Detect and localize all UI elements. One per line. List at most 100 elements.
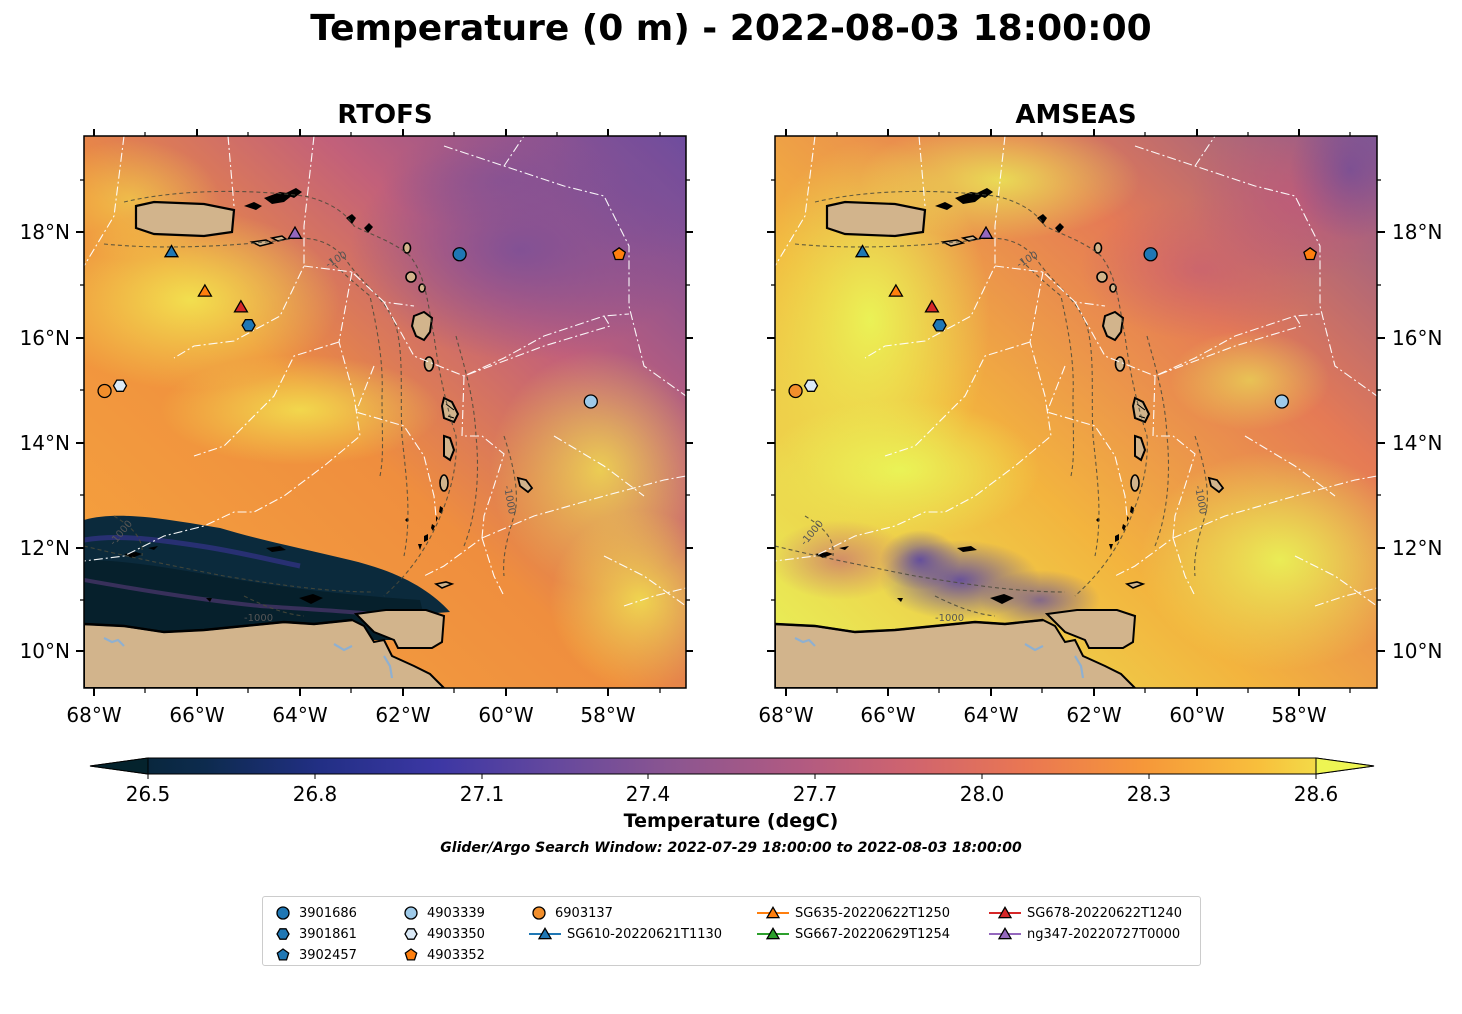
- observation-marker: [888, 283, 904, 297]
- legend-symbol: [765, 927, 781, 940]
- colorbar-tick: 28.0: [960, 782, 1005, 806]
- legend-symbol: [765, 906, 781, 919]
- legend-item: SG678-20220622T1240: [989, 903, 1182, 923]
- legend-item: SG635-20220622T1250: [757, 903, 950, 923]
- legend-label: 3902457: [299, 947, 357, 963]
- legend: 3901686 3901861 3902457 4903339 4903350 49033…: [262, 896, 1201, 966]
- observation-marker: [1143, 247, 1158, 262]
- legend-symbol: [276, 948, 290, 961]
- observation-marker: [1274, 394, 1289, 409]
- observation-marker: [97, 383, 112, 399]
- legend-label: 4903352: [427, 947, 485, 963]
- lat-label-left: 14°N: [20, 431, 70, 455]
- legend-symbol: [404, 948, 418, 961]
- colorbar-tick: 26.5: [126, 782, 171, 806]
- legend-item: ng347-20220727T0000: [989, 924, 1180, 944]
- lat-label-right: 14°N: [1392, 431, 1442, 455]
- colorbar: 26.5 26.8 27.1 27.4 27.7 28.0 28.3 28.6: [89, 757, 1375, 806]
- legend-item: 4903352: [401, 945, 485, 965]
- observation-marker: [932, 318, 947, 332]
- legend-symbol: [404, 928, 418, 940]
- observation-marker: [241, 318, 256, 332]
- colorbar-tick: 26.8: [293, 782, 338, 806]
- colorbar-tick: 27.1: [460, 782, 505, 806]
- observation-marker: [978, 225, 994, 239]
- observation-marker: [803, 379, 819, 392]
- colorbar-tick: 27.4: [626, 782, 671, 806]
- legend-symbol: [997, 927, 1013, 940]
- lat-label-right: 18°N: [1392, 220, 1442, 244]
- rtofs-map: [84, 136, 686, 688]
- legend-label: 6903137: [555, 905, 613, 921]
- observation-marker: [924, 299, 940, 313]
- legend-symbol: [537, 927, 553, 940]
- legend-marker: [276, 948, 290, 961]
- lon-label-left: 64°W: [272, 703, 327, 727]
- observation-marker: [112, 379, 128, 392]
- legend-marker: [404, 906, 418, 920]
- observation-marker: [612, 246, 627, 261]
- lon-label-left: 68°W: [66, 703, 121, 727]
- observation-marker: [287, 225, 303, 239]
- legend-item: SG610-20220621T1130: [529, 924, 722, 944]
- legend-symbol: [276, 906, 290, 920]
- lat-label-right: 12°N: [1392, 536, 1442, 560]
- legend-label: SG678-20220622T1240: [1027, 905, 1183, 921]
- legend-item: 3901861: [273, 924, 357, 944]
- legend-item: 3902457: [273, 945, 357, 965]
- lon-label-left: 62°W: [375, 703, 430, 727]
- lon-label-right: 68°W: [758, 703, 813, 727]
- legend-label: SG610-20220621T1130: [567, 926, 723, 942]
- legend-label: 3901861: [299, 926, 357, 942]
- observation-marker: [163, 244, 180, 258]
- legend-item: 4903350: [401, 924, 485, 944]
- panel-title-amseas: AMSEAS: [1015, 100, 1137, 130]
- search-window-note: Glider/Argo Search Window: 2022-07-29 18…: [440, 840, 1022, 856]
- lat-label-right: 16°N: [1392, 326, 1442, 350]
- legend-item: 6903137: [529, 903, 613, 923]
- legend-line-marker: [989, 927, 1021, 940]
- observation-marker: [788, 383, 803, 399]
- colorbar-label: Temperature (degC): [623, 810, 839, 832]
- observation-marker: [583, 394, 598, 409]
- lon-label-left: 66°W: [169, 703, 224, 727]
- legend-label: 4903350: [427, 926, 485, 942]
- lon-label-left: 60°W: [478, 703, 533, 727]
- legend-symbol: [404, 906, 418, 920]
- lon-label-left: 58°W: [580, 703, 635, 727]
- legend-label: ng347-20220727T0000: [1027, 926, 1181, 942]
- legend-label: 4903339: [427, 905, 485, 921]
- observation-marker: [233, 299, 249, 313]
- figure-title: Temperature (0 m) - 2022-08-03 18:00:00: [310, 8, 1152, 49]
- legend-item: 4903339: [401, 903, 485, 923]
- lat-label-left: 12°N: [20, 536, 70, 560]
- colorbar-tick: 27.7: [793, 782, 838, 806]
- observation-marker: [1303, 246, 1318, 261]
- legend-line-marker: [529, 927, 561, 940]
- amseas-observations: [788, 225, 1318, 409]
- legend-item: 3901686: [273, 903, 357, 923]
- lat-label-left: 18°N: [20, 220, 70, 244]
- legend-marker: [532, 906, 546, 920]
- lon-label-right: 64°W: [963, 703, 1018, 727]
- legend-marker: [276, 906, 290, 920]
- rtofs-observations: [97, 225, 627, 409]
- colorbar-tick: 28.3: [1127, 782, 1172, 806]
- legend-label: SG667-20220629T1254: [795, 926, 951, 942]
- legend-marker: [404, 928, 418, 940]
- legend-line-marker: [757, 927, 789, 940]
- colorbar-tick: 28.6: [1294, 782, 1339, 806]
- legend-line-marker: [757, 906, 789, 919]
- legend-symbol: [997, 906, 1013, 919]
- lon-label-right: 66°W: [860, 703, 915, 727]
- lon-label-right: 58°W: [1271, 703, 1326, 727]
- lat-label-right: 10°N: [1392, 639, 1442, 663]
- legend-marker: [404, 948, 418, 961]
- legend-label: SG635-20220622T1250: [795, 905, 951, 921]
- panel-title-rtofs: RTOFS: [337, 100, 433, 130]
- lat-label-left: 10°N: [20, 639, 70, 663]
- legend-label: 3901686: [299, 905, 357, 921]
- observation-marker: [452, 247, 467, 262]
- observation-marker: [854, 244, 871, 258]
